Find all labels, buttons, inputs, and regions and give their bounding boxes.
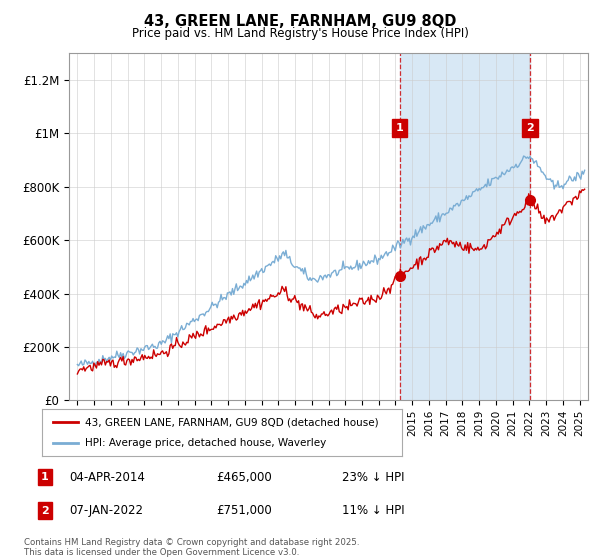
Text: 11% ↓ HPI: 11% ↓ HPI (342, 504, 404, 517)
Text: 1: 1 (41, 472, 49, 482)
Text: 23% ↓ HPI: 23% ↓ HPI (342, 470, 404, 484)
Text: £751,000: £751,000 (216, 504, 272, 517)
Text: 07-JAN-2022: 07-JAN-2022 (69, 504, 143, 517)
Text: 2: 2 (526, 123, 534, 133)
Text: 43, GREEN LANE, FARNHAM, GU9 8QD: 43, GREEN LANE, FARNHAM, GU9 8QD (144, 14, 456, 29)
Text: Price paid vs. HM Land Registry's House Price Index (HPI): Price paid vs. HM Land Registry's House … (131, 27, 469, 40)
Text: 1: 1 (396, 123, 404, 133)
Text: £465,000: £465,000 (216, 470, 272, 484)
Text: 43, GREEN LANE, FARNHAM, GU9 8QD (detached house): 43, GREEN LANE, FARNHAM, GU9 8QD (detach… (85, 417, 379, 427)
Text: Contains HM Land Registry data © Crown copyright and database right 2025.
This d: Contains HM Land Registry data © Crown c… (24, 538, 359, 557)
Text: 04-APR-2014: 04-APR-2014 (69, 470, 145, 484)
Bar (400, 53, 530, 400)
Text: HPI: Average price, detached house, Waverley: HPI: Average price, detached house, Wave… (85, 438, 326, 448)
Text: 2: 2 (41, 506, 49, 516)
